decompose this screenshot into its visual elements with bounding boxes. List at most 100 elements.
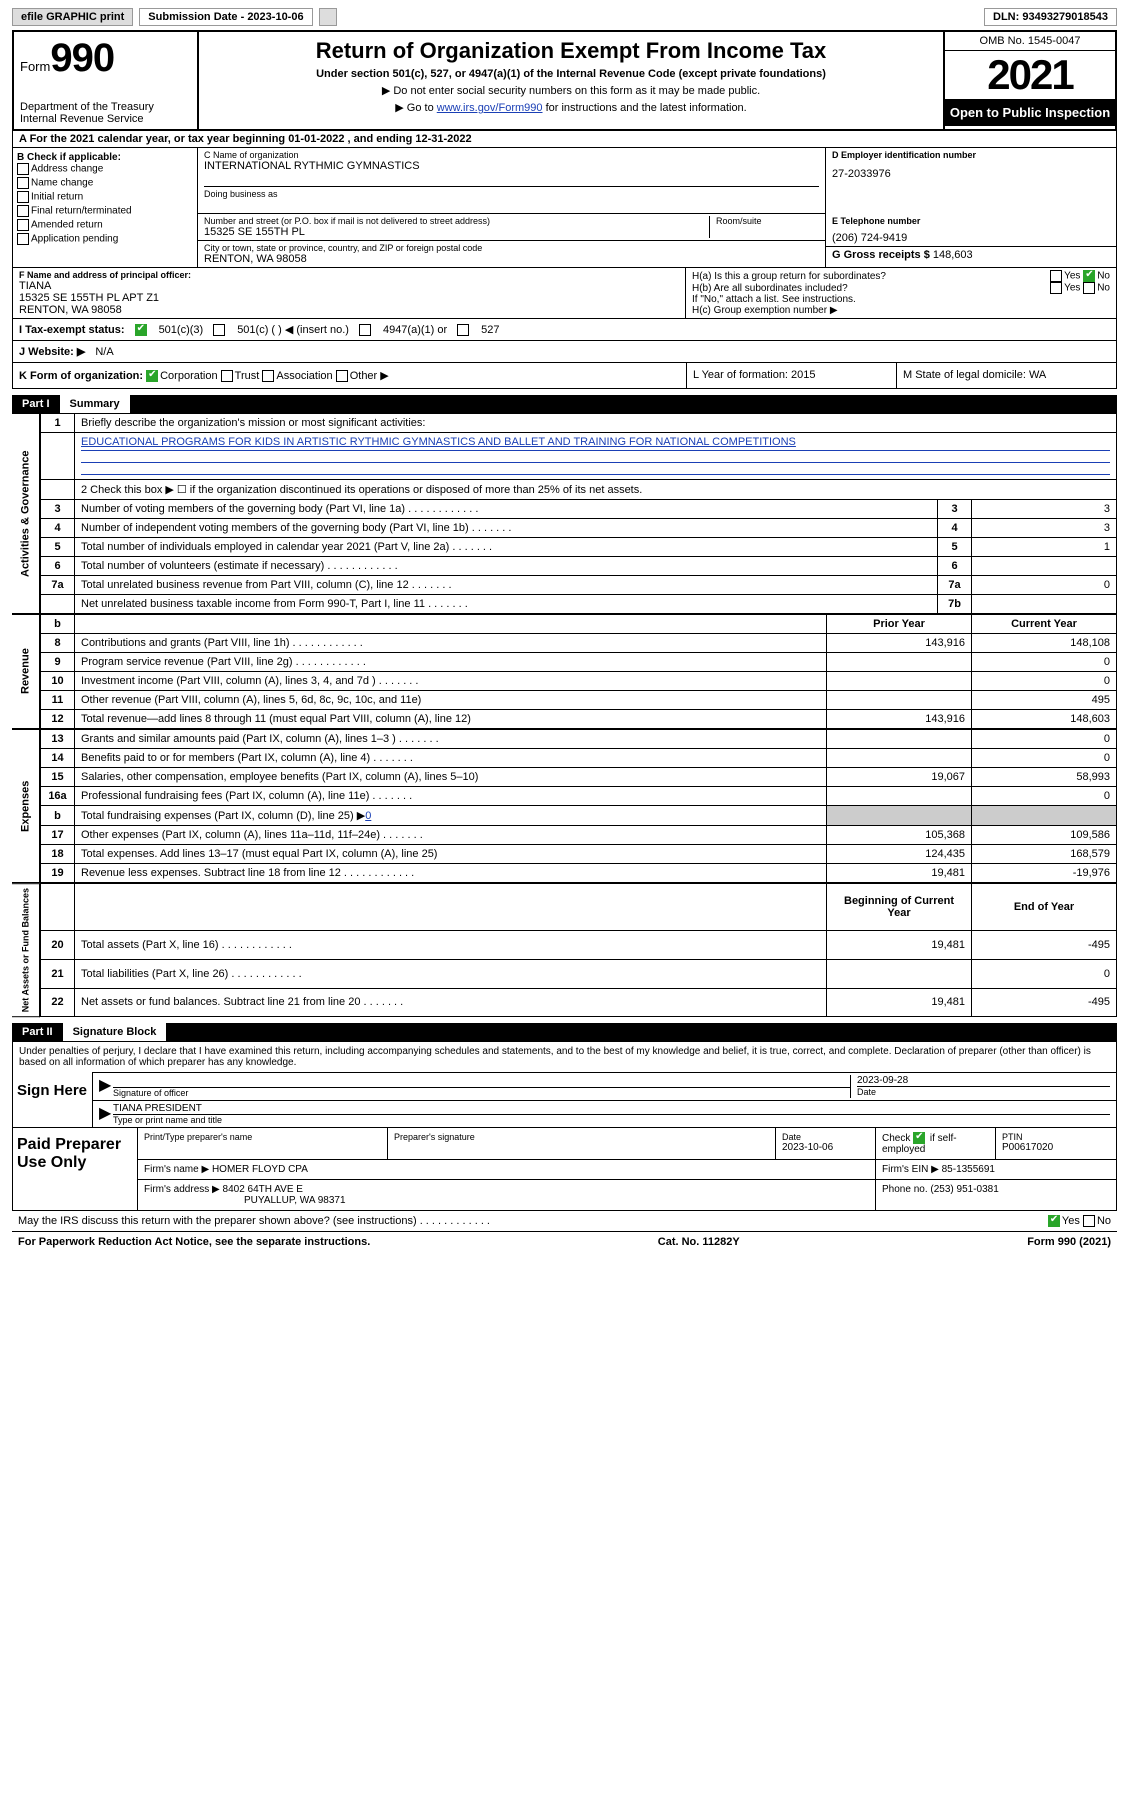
l12-n: 12 [41, 710, 75, 729]
l17-n: 17 [41, 826, 75, 845]
hdr-prior: Prior Year [827, 615, 972, 634]
l20-c: -495 [972, 931, 1117, 960]
line-1-num: 1 [41, 414, 75, 433]
l10-p [827, 672, 972, 691]
checkbox-discuss-no[interactable] [1083, 1215, 1095, 1227]
l6-box: 6 [938, 557, 972, 576]
opt-final-return: Final return/terminated [31, 206, 132, 217]
l10-c: 0 [972, 672, 1117, 691]
arrow-icon: ▶ [99, 1103, 113, 1125]
l20-t: Total assets (Part X, line 16) [75, 931, 827, 960]
checkbox-assoc[interactable] [262, 370, 274, 382]
l4-n: 4 [41, 519, 75, 538]
i-row: I Tax-exempt status: 501(c)(3) 501(c) ( … [12, 319, 1117, 341]
irs-link[interactable]: www.irs.gov/Form990 [437, 102, 543, 114]
l17-t: Other expenses (Part IX, column (A), lin… [75, 826, 827, 845]
l6-n: 6 [41, 557, 75, 576]
checkbox-pending[interactable] [17, 233, 29, 245]
l21-p [827, 959, 972, 988]
opt-527: 527 [481, 324, 499, 336]
firm-ein-label: Firm's EIN ▶ [882, 1164, 939, 1175]
checkbox-final-return[interactable] [17, 205, 29, 217]
sig-name: TIANA PRESIDENT [113, 1103, 1110, 1114]
mission-text[interactable]: EDUCATIONAL PROGRAMS FOR KIDS IN ARTISTI… [81, 436, 796, 448]
k-row: K Form of organization: Corporation Trus… [12, 363, 1117, 389]
checkbox-527[interactable] [457, 324, 469, 336]
firm-addr-label: Firm's address ▶ [144, 1184, 220, 1195]
checkbox-other[interactable] [336, 370, 348, 382]
note2-post: for instructions and the latest informat… [543, 102, 747, 114]
l13-t: Grants and similar amounts paid (Part IX… [75, 730, 827, 749]
l7a-box: 7a [938, 576, 972, 595]
opt-corp: Corporation [160, 370, 217, 382]
summary-activities: Activities & Governance 1 Briefly descri… [12, 413, 1117, 614]
l19-p: 19,481 [827, 864, 972, 883]
l7b-v [972, 595, 1117, 614]
entity-block: B Check if applicable: Address change Na… [12, 148, 1117, 268]
l11-c: 495 [972, 691, 1117, 710]
l7b-t: Net unrelated business taxable income fr… [75, 595, 938, 614]
sig-date-value: 2023-09-28 [857, 1075, 1110, 1086]
dropdown-icon[interactable] [319, 8, 337, 26]
part2-header: Part II Signature Block [12, 1023, 1117, 1041]
l16a-t: Professional fundraising fees (Part IX, … [75, 787, 827, 806]
opt-trust: Trust [235, 370, 260, 382]
phone-value: (206) 724-9419 [832, 232, 1110, 244]
gross-value: 148,603 [933, 249, 973, 261]
checkbox-ha-no[interactable] [1083, 270, 1095, 282]
l15-c: 58,993 [972, 768, 1117, 787]
checkbox-initial-return[interactable] [17, 191, 29, 203]
l19-n: 19 [41, 864, 75, 883]
firm-addr2: PUYALLUP, WA 98371 [244, 1195, 346, 1206]
l9-p [827, 653, 972, 672]
hdr-b: b [41, 615, 75, 634]
discuss-row: May the IRS discuss this return with the… [12, 1211, 1117, 1231]
hb-no: No [1097, 283, 1110, 294]
org-name: INTERNATIONAL RYTHMIC GYMNASTICS [204, 160, 420, 172]
part1-header: Part I Summary [12, 395, 1117, 413]
checkbox-address-change[interactable] [17, 163, 29, 175]
sig-declaration: Under penalties of perjury, I declare th… [13, 1042, 1116, 1072]
firm-phone-label: Phone no. [882, 1184, 928, 1195]
l4-t: Number of independent voting members of … [75, 519, 938, 538]
l21-n: 21 [41, 959, 75, 988]
l18-n: 18 [41, 845, 75, 864]
checkbox-amended[interactable] [17, 219, 29, 231]
line-2-text: 2 Check this box ▶ ☐ if the organization… [75, 480, 1117, 500]
checkbox-hb-no[interactable] [1083, 282, 1095, 294]
opt-501c: 501(c) ( ) ◀ (insert no.) [237, 323, 349, 336]
checkbox-discuss-yes[interactable] [1048, 1215, 1060, 1227]
checkbox-501c3[interactable] [135, 324, 147, 336]
checkbox-trust[interactable] [221, 370, 233, 382]
l16a-c: 0 [972, 787, 1117, 806]
l21-c: 0 [972, 959, 1117, 988]
l18-p: 124,435 [827, 845, 972, 864]
officer-name: TIANA [19, 280, 679, 292]
city-label: City or town, state or province, country… [204, 243, 482, 253]
checkbox-ha-yes[interactable] [1050, 270, 1062, 282]
efile-print-button[interactable]: efile GRAPHIC print [12, 8, 133, 26]
checkbox-name-change[interactable] [17, 177, 29, 189]
l8-t: Contributions and grants (Part VIII, lin… [75, 634, 827, 653]
firm-phone: (253) 951-0381 [930, 1184, 998, 1195]
prep-ptin: P00617020 [1002, 1142, 1110, 1153]
submission-date: Submission Date - 2023-10-06 [139, 8, 312, 26]
hdr-current: Current Year [972, 615, 1117, 634]
discuss-label: May the IRS discuss this return with the… [18, 1215, 490, 1227]
open-to-public: Open to Public Inspection [945, 99, 1115, 126]
vlabel-revenue: Revenue [12, 614, 40, 729]
checkbox-501c[interactable] [213, 324, 225, 336]
paperwork-notice: For Paperwork Reduction Act Notice, see … [18, 1236, 370, 1248]
summary-netassets: Net Assets or Fund Balances Beginning of… [12, 883, 1117, 1017]
form-subtitle: Under section 501(c), 527, or 4947(a)(1)… [207, 68, 935, 80]
l22-n: 22 [41, 988, 75, 1017]
checkbox-4947[interactable] [359, 324, 371, 336]
checkbox-self-employed[interactable] [913, 1132, 925, 1144]
m-domicile: M State of legal domicile: WA [896, 363, 1116, 388]
l16b-c [972, 806, 1117, 826]
l17-c: 109,586 [972, 826, 1117, 845]
checkbox-corp[interactable] [146, 370, 158, 382]
checkbox-hb-yes[interactable] [1050, 282, 1062, 294]
part2-title: Signature Block [63, 1023, 167, 1041]
l16a-p [827, 787, 972, 806]
